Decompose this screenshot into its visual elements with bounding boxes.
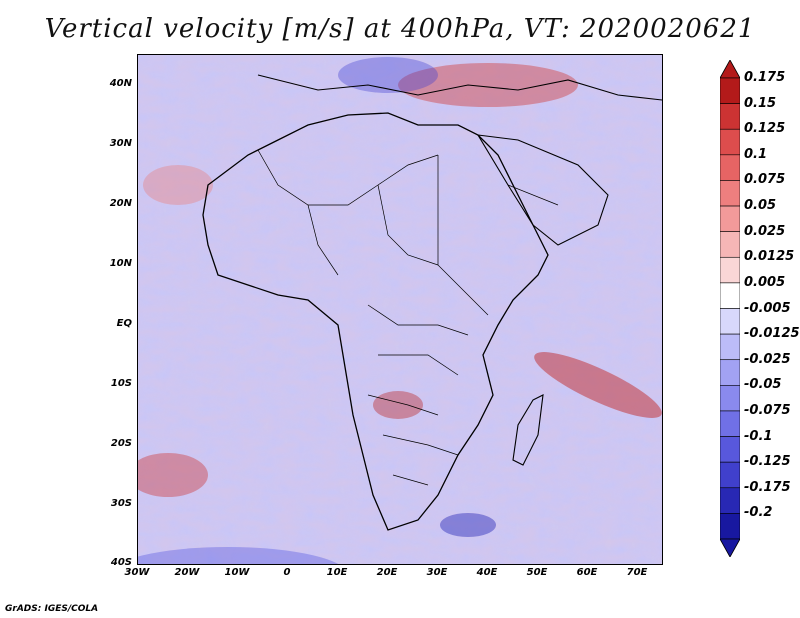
lon-label: 30E xyxy=(426,567,448,578)
map-canvas xyxy=(138,55,662,564)
colorbar-label: 0.175 xyxy=(744,70,786,85)
colorbar-swatch xyxy=(720,231,740,258)
colorbar-label: -0.175 xyxy=(744,479,791,495)
lon-label: 60E xyxy=(576,567,598,578)
lat-label: 20S xyxy=(110,438,132,449)
lat-label: 20N xyxy=(109,198,132,209)
colorbar xyxy=(720,60,740,557)
colorbar-label: -0.1 xyxy=(744,428,773,444)
colorbar-swatch xyxy=(720,256,740,284)
lon-label: 50E xyxy=(526,567,548,578)
colorbar-swatch xyxy=(720,103,740,130)
colorbar-swatch xyxy=(720,282,740,309)
colorbar-swatch xyxy=(720,513,740,540)
velocity-map xyxy=(137,54,663,565)
lon-label: 10W xyxy=(224,567,250,578)
colorbar-label: 0.075 xyxy=(744,172,786,188)
lat-label: 30S xyxy=(110,498,132,509)
africa-coastline xyxy=(202,112,549,531)
lon-label: 20W xyxy=(174,567,200,578)
colorbar-swatch xyxy=(720,180,740,207)
colorbar-label: 0.05 xyxy=(744,198,777,214)
colorbar-label: -0.125 xyxy=(744,454,791,470)
country-borders xyxy=(257,149,559,486)
lon-label: 70E xyxy=(626,567,648,578)
colorbar-min-arrow xyxy=(720,538,740,557)
colorbar-label: -0.2 xyxy=(744,505,773,521)
lat-label: 10N xyxy=(109,258,132,269)
colorbar-swatch xyxy=(720,205,740,232)
colorbar-swatch xyxy=(720,308,740,335)
colorbar-label: 0.005 xyxy=(744,274,786,290)
lon-label: 40E xyxy=(476,567,498,578)
colorbar-swatch xyxy=(720,154,740,181)
lon-label: 10E xyxy=(326,567,348,578)
arabia-coastline xyxy=(476,134,609,246)
colorbar-label: 0.15 xyxy=(744,95,777,111)
footer-credit: GrADS: IGES/COLA xyxy=(5,604,99,614)
colorbar-label: 0.025 xyxy=(744,223,786,239)
colorbar-swatch xyxy=(720,128,740,156)
colorbar-swatch xyxy=(720,436,740,463)
lat-label: 40S xyxy=(110,557,132,568)
colorbar-swatch xyxy=(720,77,740,104)
colorbar-label: -0.075 xyxy=(744,402,791,418)
colorbar-label: -0.0125 xyxy=(744,326,800,342)
colorbar-swatch xyxy=(720,333,740,361)
lon-label: 0 xyxy=(283,567,291,578)
colorbar-label: 0.0125 xyxy=(744,249,795,265)
colorbar-label: -0.05 xyxy=(744,377,782,393)
lat-label: 10S xyxy=(110,378,132,389)
lat-label: 40N xyxy=(109,78,132,89)
madagascar-coastline xyxy=(512,394,544,466)
colorbar-label: -0.005 xyxy=(744,300,791,316)
colorbar-swatch xyxy=(720,385,740,412)
europe-coastline xyxy=(257,74,662,101)
colorbar-max-arrow xyxy=(720,60,740,79)
lon-label: 20E xyxy=(376,567,398,578)
colorbar-label: -0.025 xyxy=(744,351,791,367)
lat-label: EQ xyxy=(116,318,132,329)
colorbar-label: 0.125 xyxy=(744,121,786,137)
colorbar-swatch xyxy=(720,461,740,489)
colorbar-swatch xyxy=(720,359,740,386)
lon-label: 30W xyxy=(124,567,150,578)
colorbar-label: 0.1 xyxy=(744,146,768,162)
lat-label: 30N xyxy=(109,138,132,149)
colorbar-swatch xyxy=(720,410,740,437)
map-title: Vertical velocity [m/s] at 400hPa, VT: 2… xyxy=(44,14,756,44)
colorbar-swatch xyxy=(720,487,740,514)
